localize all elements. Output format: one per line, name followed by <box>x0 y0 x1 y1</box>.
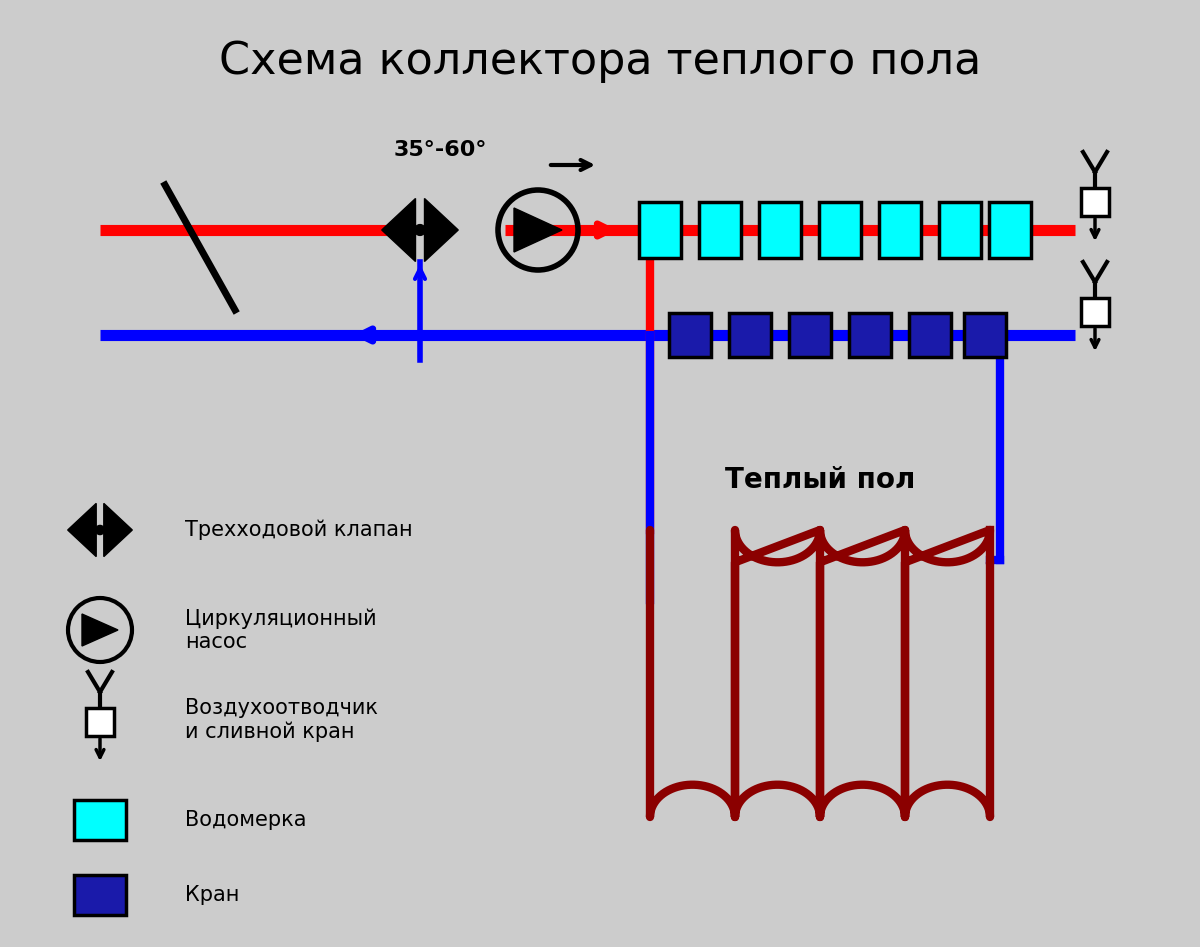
Polygon shape <box>104 504 132 557</box>
Bar <box>640 202 682 258</box>
Text: 35°-60°: 35°-60° <box>394 140 487 160</box>
Bar <box>670 313 710 357</box>
Text: Воздухоотводчик
и сливной кран: Воздухоотводчик и сливной кран <box>185 698 378 742</box>
Text: Теплый пол: Теплый пол <box>725 466 916 494</box>
Polygon shape <box>425 199 458 261</box>
Bar <box>818 202 862 258</box>
Text: Кран: Кран <box>185 885 239 905</box>
Bar <box>86 708 114 736</box>
Bar <box>790 313 830 357</box>
Bar <box>698 202 742 258</box>
Circle shape <box>96 526 104 534</box>
Text: Трехходовой клапан: Трехходовой клапан <box>185 520 413 540</box>
Polygon shape <box>82 614 118 646</box>
Text: Циркуляционный
насос: Циркуляционный насос <box>185 608 377 652</box>
Bar <box>878 202 922 258</box>
Bar <box>730 313 772 357</box>
Bar <box>850 313 890 357</box>
Bar <box>74 800 126 840</box>
Bar <box>989 202 1031 258</box>
Polygon shape <box>514 208 562 252</box>
Circle shape <box>415 224 425 236</box>
Bar <box>74 875 126 915</box>
Bar <box>910 313 952 357</box>
Text: Водомерка: Водомерка <box>185 810 306 830</box>
Bar <box>964 313 1006 357</box>
Polygon shape <box>382 199 415 261</box>
Text: Схема коллектора теплого пола: Схема коллектора теплого пола <box>218 40 982 83</box>
Bar <box>940 202 982 258</box>
Polygon shape <box>67 504 96 557</box>
Bar <box>1081 298 1109 326</box>
Bar <box>760 202 802 258</box>
Bar <box>1081 188 1109 216</box>
